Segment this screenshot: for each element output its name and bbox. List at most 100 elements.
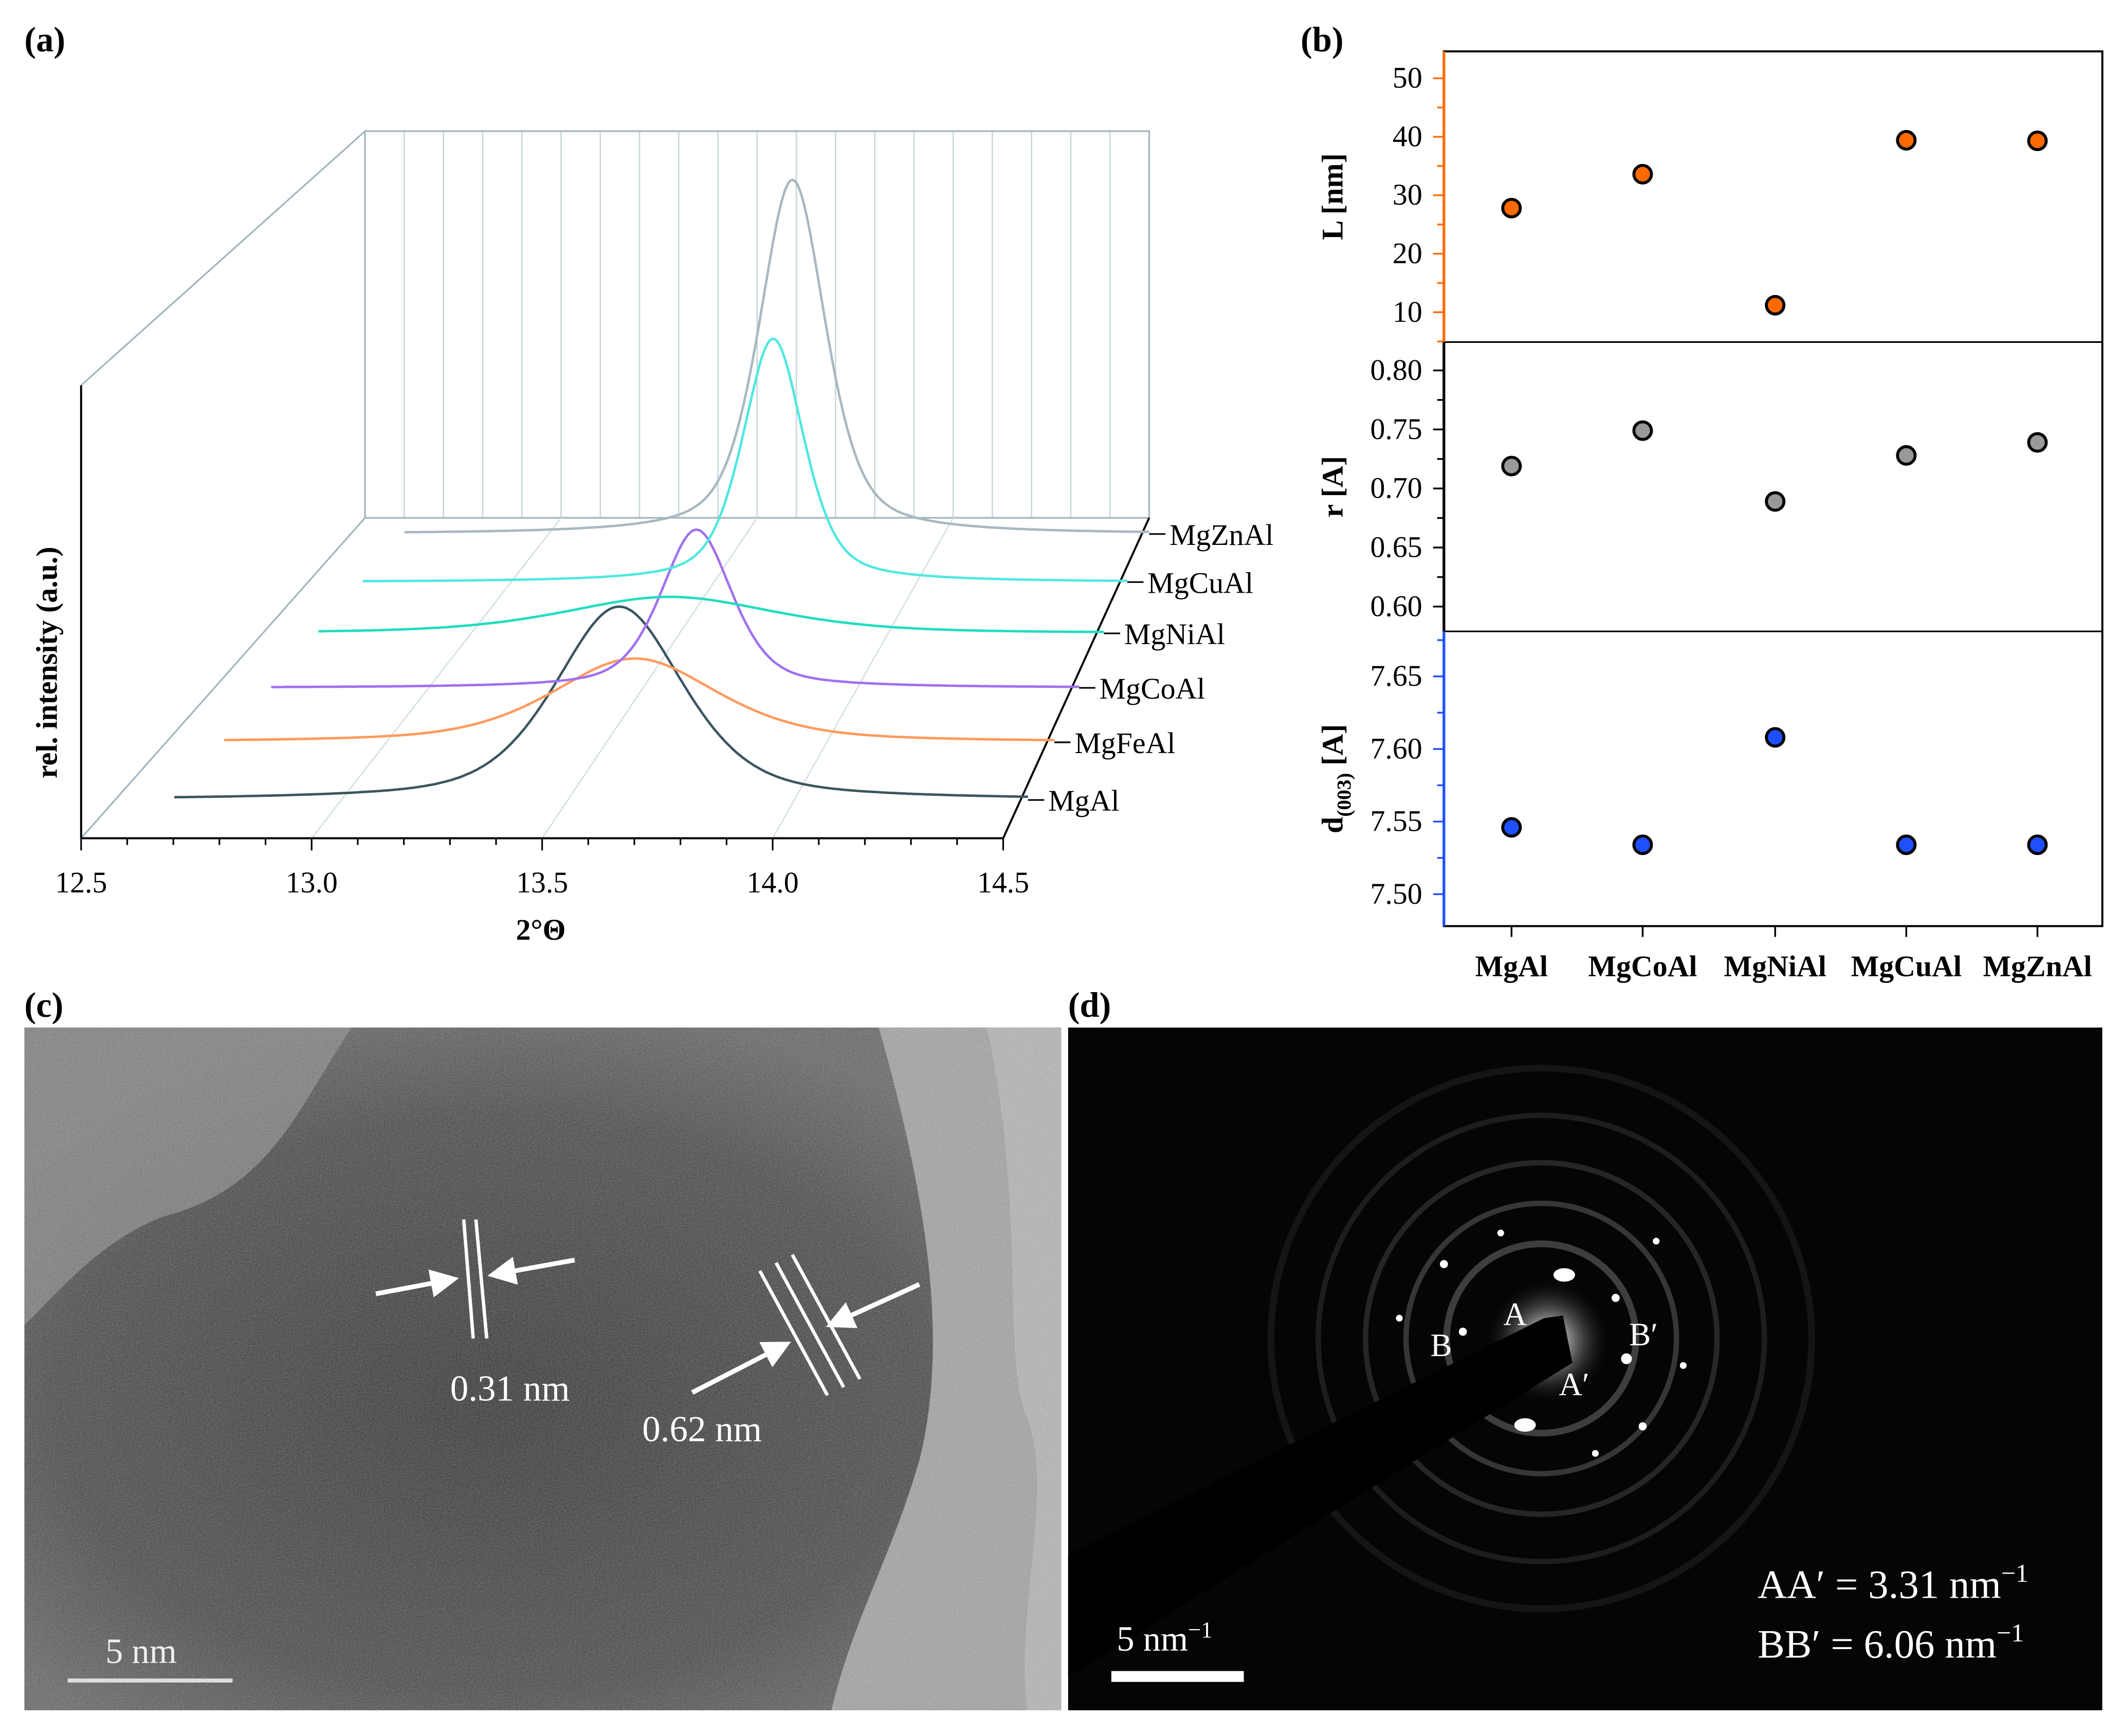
data-point-mgnial <box>1765 491 1786 512</box>
series-label: MgFeAl <box>1074 726 1175 760</box>
panel-label-b: (b) <box>1301 20 1344 59</box>
data-point-mgal <box>1501 455 1522 477</box>
x-tick-label: 12.5 <box>55 866 107 899</box>
beam-stopper <box>1068 1315 1573 1677</box>
y-tick-label: 0.70 <box>1370 471 1422 505</box>
panel-label-a: (a) <box>24 20 65 59</box>
bb-distance-label: BB′ = 6.06 nm−1 <box>1758 1618 2024 1667</box>
y-axis-title: r [A] <box>1316 456 1349 517</box>
category-label: MgNiAl <box>1724 949 1826 983</box>
y-axis-title: d(003) [A] <box>1316 724 1356 833</box>
category-label: MgCuAl <box>1851 949 1962 983</box>
series-label: MgCoAl <box>1100 672 1205 705</box>
y-axis-title-main: L [nm] <box>1316 153 1349 240</box>
x-tick-label: 13.0 <box>286 866 338 899</box>
data-point-mgcoal <box>1632 163 1653 185</box>
series-line-mgnial <box>318 595 1104 633</box>
series-label: MgCuAl <box>1147 566 1253 599</box>
structural-parameters-chart: 10 20 30 40 50 L [nm] 0.60 0.65 0.70 0.75 0.80 r [A… <box>1316 50 2104 983</box>
hrtem-image: 0.31 nm 0.62 nm 5 nm <box>24 1027 1062 1710</box>
3d-frame <box>80 130 1150 839</box>
data-point-mgcoal <box>1632 420 1653 441</box>
data-point-mgcual <box>1896 130 1917 151</box>
spot-label-b-prime: B′ <box>1629 1317 1658 1353</box>
category-label: MgAl <box>1475 949 1548 983</box>
diffraction-rings <box>1267 1065 1815 1613</box>
series-line-mgal <box>174 605 1028 799</box>
data-point-mgznal <box>2027 131 2048 152</box>
y-axis-title-sub: (003) <box>1332 773 1355 816</box>
spot-label-b: B <box>1431 1327 1452 1363</box>
lattice-spacing-label-1: 0.31 nm <box>450 1369 570 1409</box>
y-axis-title: rel. intensity (a.u.) <box>30 546 63 778</box>
y-tick-label: 0.65 <box>1370 531 1422 564</box>
data-point-mgcual <box>1896 834 1917 855</box>
diffraction-spots <box>1396 1229 1687 1457</box>
data-point-mgznal <box>2027 432 2048 453</box>
y-tick-label: 0.80 <box>1370 353 1422 387</box>
data-point-mgcual <box>1896 445 1917 466</box>
x-tick-label: 14.0 <box>746 866 798 899</box>
series-line-mgcual <box>362 337 1127 582</box>
y-tick-label: 10 <box>1393 295 1422 328</box>
data-point-mgcoal <box>1632 834 1653 855</box>
floor-left-edge <box>80 517 366 839</box>
x-tick-label: 14.5 <box>977 866 1029 899</box>
aa-distance-label: AA′ = 3.31 nm−1 <box>1758 1559 2028 1607</box>
y-axis-title-unit: [A] <box>1316 724 1349 773</box>
arrows-2 <box>691 1282 921 1395</box>
panel-label-c: (c) <box>24 985 63 1025</box>
y-tick-label: 7.60 <box>1370 732 1422 765</box>
y-tick-label: 7.55 <box>1370 805 1422 838</box>
data-point-mgal <box>1501 817 1522 838</box>
y-tick-label: 20 <box>1393 236 1422 270</box>
series-line-mgznal <box>404 178 1149 534</box>
floor-gridline <box>541 517 758 839</box>
category-label: MgZnAl <box>1983 949 2092 983</box>
data-point-mgnial <box>1765 727 1786 748</box>
subplot-1: 0.60 0.65 0.70 0.75 0.80 r [A] <box>1316 342 2048 632</box>
y-axis-title-main: r [A] <box>1316 456 1349 517</box>
xrd-waterfall-chart: 12.5 13.0 13.5 14.0 14.5 MgAl MgFeAl MgCoAl MgN… <box>30 130 1274 946</box>
tem-noise <box>24 1027 1062 1710</box>
xrd-series: MgAl MgFeAl MgCoAl MgNiAl MgCuAl MgZnAl <box>174 178 1274 817</box>
x-axis-title: 2°Θ <box>516 913 565 946</box>
data-point-mgnial <box>1765 295 1786 316</box>
y-axis-title-main: d <box>1316 817 1349 833</box>
y-tick-label: 50 <box>1393 61 1422 95</box>
series-label: MgZnAl <box>1169 518 1274 552</box>
x-axis-ticks: 12.5 13.0 13.5 14.0 14.5 <box>55 838 1029 899</box>
category-axis: MgAl MgCoAl MgNiAl MgCuAl MgZnAl <box>1475 926 2092 983</box>
scale-bar-label: 5 nm <box>105 1632 177 1671</box>
data-point-mgznal <box>2027 834 2048 855</box>
spot-label-a: A <box>1504 1296 1527 1332</box>
y-axis-title: L [nm] <box>1316 153 1349 240</box>
back-plane-grid <box>404 131 1111 518</box>
lattice-fringe-marks-1 <box>462 1219 489 1339</box>
lattice-spacing-label-2: 0.62 nm <box>642 1410 762 1450</box>
subplot-2: 7.50 7.55 7.60 7.65 d(003) [A] <box>1316 631 2048 926</box>
saed-pattern: A B B′ A′ 5 nm−1 AA′ = 3.31 nm−1 BB′ = 6… <box>1068 1027 2103 1710</box>
left-wall-top-edge <box>80 130 366 386</box>
subplot-0: 10 20 30 40 50 L [nm] <box>1316 51 2048 342</box>
y-tick-label: 30 <box>1393 178 1422 211</box>
series-label: MgAl <box>1048 784 1119 817</box>
plot-frame <box>1442 50 2104 927</box>
floor-gridline <box>311 517 562 839</box>
y-tick-label: 7.50 <box>1370 877 1422 910</box>
panel-label-d: (d) <box>1068 985 1111 1025</box>
scale-bar-label: 5 nm−1 <box>1117 1617 1212 1658</box>
series-line-mgfeal <box>224 657 1054 742</box>
y-tick-label: 40 <box>1393 119 1422 153</box>
series-label: MgNiAl <box>1124 617 1225 651</box>
y-tick-label: 7.65 <box>1370 659 1422 692</box>
arrows-1 <box>375 1256 575 1298</box>
y-tick-label: 0.75 <box>1370 412 1422 446</box>
series-line-mgcoal <box>271 528 1080 688</box>
stacked-panels: 10 20 30 40 50 L [nm] 0.60 0.65 0.70 0.75 0.80 r [A… <box>1316 51 2048 926</box>
y-tick-label: 0.60 <box>1370 589 1422 623</box>
x-tick-label: 13.5 <box>516 866 568 899</box>
spot-label-a-prime: A′ <box>1559 1366 1589 1402</box>
